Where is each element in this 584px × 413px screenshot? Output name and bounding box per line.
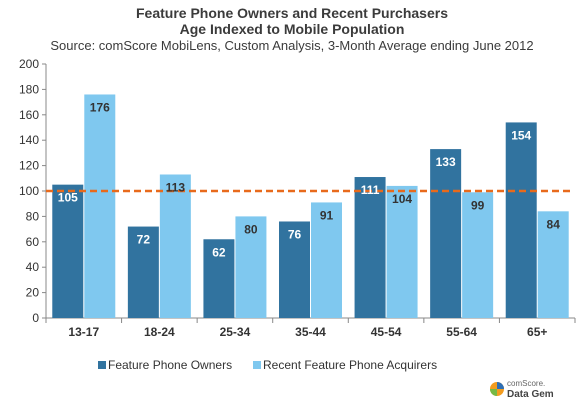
- bar-recent-acquirers: [311, 202, 342, 318]
- y-tick-label: 40: [26, 260, 40, 274]
- y-tick-label: 140: [19, 133, 39, 147]
- bar-feature-phone-owners: [354, 177, 386, 318]
- bar-feature-phone-owners: [279, 221, 310, 318]
- bar-recent-acquirers: [84, 94, 116, 318]
- bar-feature-phone-owners: [203, 239, 235, 318]
- y-tick-label: 100: [19, 184, 39, 198]
- y-tick-label: 180: [19, 82, 39, 96]
- legend-swatch-acquirers: [253, 361, 261, 369]
- brand-product: Data Gem: [507, 389, 554, 400]
- chart-title-line-1: Feature Phone Owners and Recent Purchase…: [136, 5, 448, 21]
- data-label-acquirers: 84: [547, 217, 561, 231]
- data-label-acquirers: 99: [471, 198, 485, 212]
- data-label-owners: 72: [137, 233, 151, 247]
- bar-recent-acquirers: [386, 185, 418, 318]
- data-label-acquirers: 80: [244, 222, 258, 236]
- legend-label-owners: Feature Phone Owners: [108, 358, 232, 372]
- data-label-owners: 76: [288, 227, 302, 241]
- bar-feature-phone-owners: [52, 184, 84, 318]
- comscore-logo: comScore. Data Gem: [490, 379, 554, 400]
- bar-recent-acquirers: [159, 174, 191, 318]
- data-label-owners: 154: [511, 128, 531, 142]
- comscore-drop-icon: [490, 382, 504, 396]
- x-axis: 13-17 18-24 25-34 35-44 45-54 55-64 65+: [45, 317, 576, 339]
- chart-subtitle: Source: comScore MobiLens, Custom Analys…: [50, 38, 533, 53]
- x-tick-label: 35-44: [295, 325, 326, 339]
- y-tick-label: 60: [26, 235, 40, 249]
- data-label-acquirers: 176: [90, 100, 110, 114]
- x-tick-label: 18-24: [144, 325, 175, 339]
- bar-feature-phone-owners: [505, 122, 537, 318]
- y-tick-label: 120: [19, 159, 39, 173]
- y-axis: 0 20 40 60 80 100 120 140 160 180 200: [19, 57, 47, 325]
- y-tick-label: 200: [19, 57, 39, 71]
- x-tick-label: 65+: [527, 325, 547, 339]
- bar-recent-acquirers: [462, 192, 494, 318]
- x-tick-label: 45-54: [371, 325, 402, 339]
- y-tick-label: 160: [19, 108, 39, 122]
- data-label-owners: 105: [58, 191, 78, 205]
- x-tick-label: 13-17: [68, 325, 99, 339]
- brand-name: comScore.: [507, 379, 545, 388]
- legend: Feature Phone Owners Recent Feature Phon…: [98, 358, 437, 372]
- y-tick-label: 0: [32, 311, 39, 325]
- legend-label-acquirers: Recent Feature Phone Acquirers: [263, 358, 437, 372]
- x-tick-label: 55-64: [446, 325, 477, 339]
- data-labels-group: 105 176 72 113 62 80 76 91 111 104 133 99 154 84: [58, 100, 560, 259]
- data-label-acquirers: 113: [166, 180, 186, 194]
- x-tick-label: 25-34: [220, 325, 251, 339]
- chart-title-line-2: Age Indexed to Mobile Population: [180, 21, 405, 37]
- bar-feature-phone-owners: [430, 149, 462, 318]
- y-tick-label: 80: [26, 209, 40, 223]
- y-tick-label: 20: [26, 286, 40, 300]
- legend-swatch-owners: [98, 361, 106, 369]
- bar-feature-phone-owners: [127, 226, 159, 318]
- data-label-owners: 62: [212, 245, 226, 259]
- data-label-owners: 133: [436, 155, 456, 169]
- data-label-acquirers: 91: [320, 208, 334, 222]
- bar-recent-acquirers: [235, 216, 267, 318]
- data-label-owners: 111: [361, 183, 380, 197]
- data-label-acquirers: 104: [392, 192, 412, 206]
- bar-recent-acquirers: [537, 211, 569, 318]
- bars-group: [52, 94, 569, 318]
